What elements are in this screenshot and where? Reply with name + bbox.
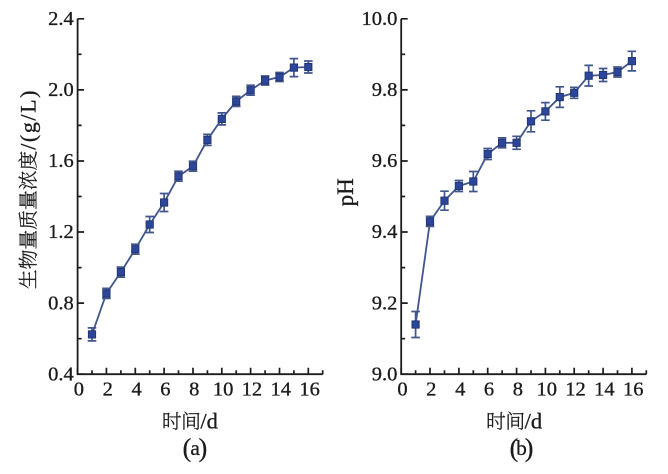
svg-text:b: b bbox=[516, 436, 527, 460]
svg-text:): ) bbox=[525, 433, 534, 462]
svg-text:1.6: 1.6 bbox=[48, 150, 74, 172]
svg-text:/(g/L): /(g/L) bbox=[15, 89, 40, 150]
svg-text:4: 4 bbox=[455, 379, 465, 401]
svg-text:): ) bbox=[199, 433, 208, 462]
svg-text:pH: pH bbox=[333, 178, 358, 206]
svg-text:9.6: 9.6 bbox=[372, 150, 398, 172]
svg-text:6: 6 bbox=[160, 379, 170, 401]
svg-text:4: 4 bbox=[131, 379, 141, 401]
svg-text:/d: /d bbox=[200, 409, 218, 434]
svg-text:a: a bbox=[190, 436, 200, 460]
svg-text:8: 8 bbox=[189, 379, 199, 401]
svg-text:6: 6 bbox=[484, 379, 494, 401]
svg-text:10: 10 bbox=[536, 379, 557, 401]
svg-text:9.4: 9.4 bbox=[372, 221, 398, 243]
svg-text:(: ( bbox=[183, 433, 192, 462]
svg-text:2.4: 2.4 bbox=[48, 8, 74, 30]
svg-text:9.0: 9.0 bbox=[372, 363, 398, 385]
svg-text:0.4: 0.4 bbox=[48, 363, 74, 385]
svg-text:12: 12 bbox=[242, 379, 263, 401]
svg-text:0: 0 bbox=[74, 379, 84, 401]
svg-text:16: 16 bbox=[299, 379, 320, 401]
svg-text:9.2: 9.2 bbox=[372, 292, 398, 314]
svg-text:10.0: 10.0 bbox=[362, 8, 398, 30]
svg-text:2.0: 2.0 bbox=[48, 79, 74, 101]
svg-text:10: 10 bbox=[213, 379, 234, 401]
svg-text:12: 12 bbox=[565, 379, 586, 401]
svg-text:14: 14 bbox=[594, 379, 615, 401]
svg-text:2: 2 bbox=[103, 379, 113, 401]
svg-text:2: 2 bbox=[426, 379, 436, 401]
svg-text:0: 0 bbox=[397, 379, 407, 401]
svg-text:9.8: 9.8 bbox=[372, 79, 398, 101]
svg-text:0.8: 0.8 bbox=[48, 292, 74, 314]
svg-text:/d: /d bbox=[525, 409, 543, 434]
svg-text:1.2: 1.2 bbox=[48, 221, 74, 243]
svg-text:14: 14 bbox=[271, 379, 292, 401]
svg-text:8: 8 bbox=[513, 379, 523, 401]
svg-text:(: ( bbox=[510, 433, 519, 462]
svg-text:16: 16 bbox=[623, 379, 644, 401]
